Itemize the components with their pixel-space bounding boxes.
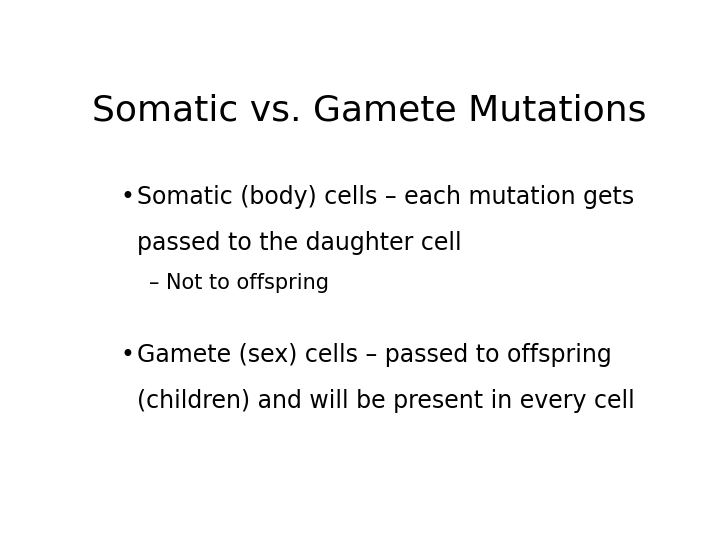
Text: Somatic vs. Gamete Mutations: Somatic vs. Gamete Mutations (91, 94, 647, 128)
Text: passed to the daughter cell: passed to the daughter cell (138, 231, 462, 255)
Text: Gamete (sex) cells – passed to offspring: Gamete (sex) cells – passed to offspring (138, 343, 612, 367)
Text: – Not to offspring: – Not to offspring (148, 273, 328, 293)
Text: •: • (121, 343, 135, 367)
Text: Somatic (body) cells – each mutation gets: Somatic (body) cells – each mutation get… (138, 185, 635, 210)
Text: •: • (121, 185, 135, 210)
Text: (children) and will be present in every cell: (children) and will be present in every … (138, 389, 635, 413)
